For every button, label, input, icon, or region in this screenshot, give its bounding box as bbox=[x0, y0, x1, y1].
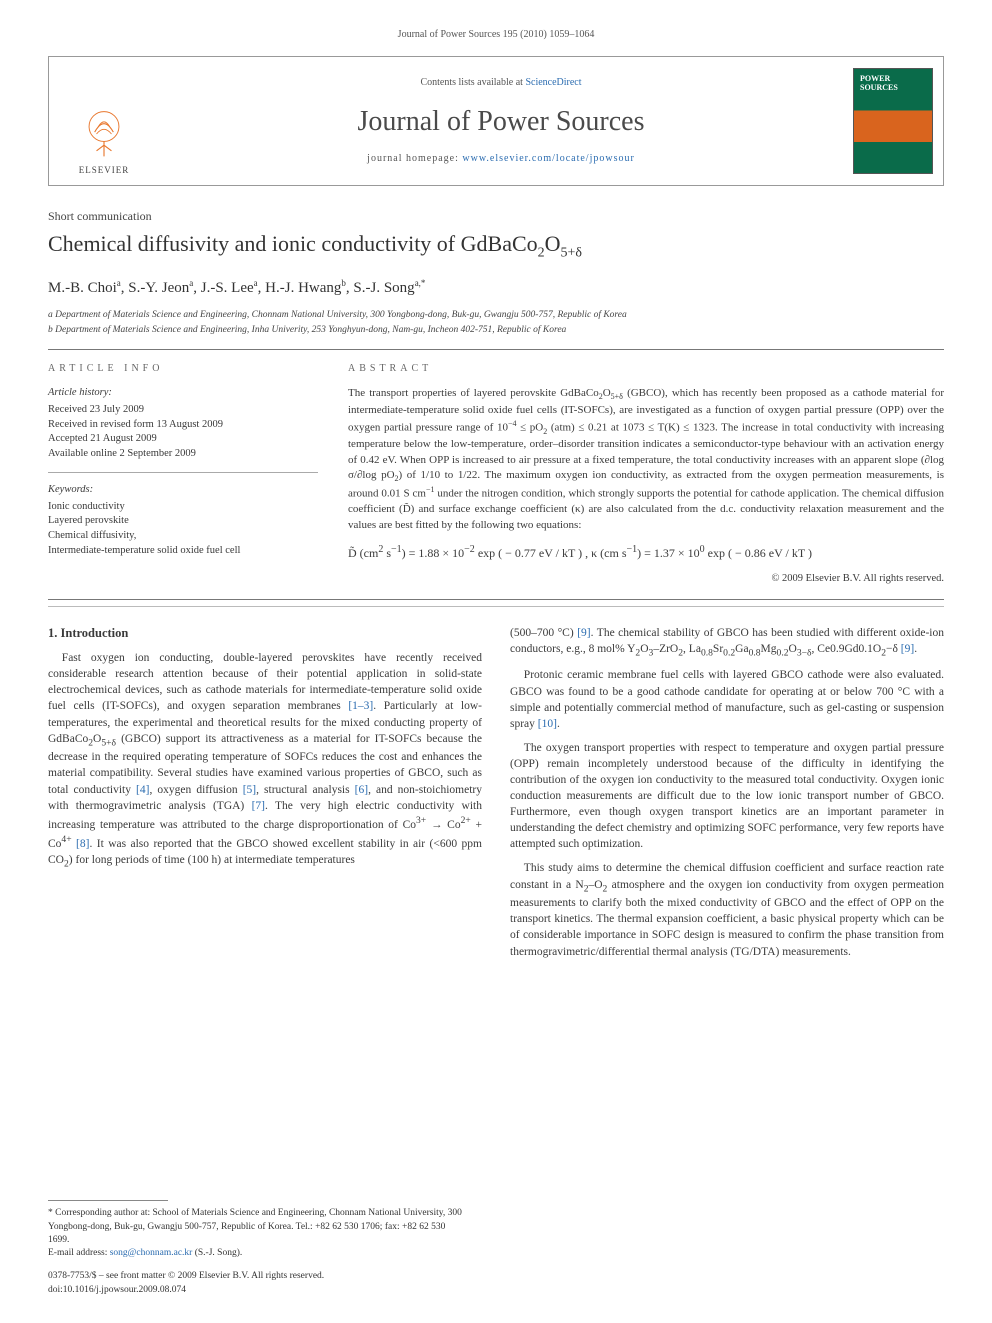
doi-line: doi:10.1016/j.jpowsour.2009.08.074 bbox=[48, 1284, 468, 1297]
article-type: Short communication bbox=[48, 208, 944, 225]
elsevier-logo: ELSEVIER bbox=[68, 97, 140, 177]
banner-center: Contents lists available at ScienceDirec… bbox=[159, 57, 843, 185]
article-title: Chemical diffusivity and ionic conductiv… bbox=[48, 229, 944, 263]
ref-link[interactable]: [7] bbox=[252, 800, 265, 812]
publisher-word: ELSEVIER bbox=[79, 164, 130, 177]
author-list: M.-B. Choia, S.-Y. Jeona, J.-S. Leea, H.… bbox=[48, 277, 944, 299]
abstract-equation: D̃ (cm2 s−1) = 1.88 × 10−2 exp ( − 0.77 … bbox=[348, 543, 944, 562]
rule-top bbox=[48, 349, 944, 350]
copyright-line: © 2009 Elsevier B.V. All rights reserved… bbox=[348, 572, 944, 587]
journal-name: Journal of Power Sources bbox=[358, 102, 645, 141]
history-line: Received in revised form 13 August 2009 bbox=[48, 418, 318, 433]
section-heading: 1. Introduction bbox=[48, 625, 482, 643]
footnote-rule bbox=[48, 1200, 168, 1201]
doi-block: 0378-7753/$ – see front matter © 2009 El… bbox=[48, 1270, 468, 1297]
running-head: Journal of Power Sources 195 (2010) 1059… bbox=[48, 28, 944, 42]
email-label: E-mail address: bbox=[48, 1248, 110, 1258]
journal-banner: ELSEVIER Contents lists available at Sci… bbox=[48, 56, 944, 186]
keywords-head: Keywords: bbox=[48, 483, 318, 498]
para: Fast oxygen ion conducting, double-layer… bbox=[48, 650, 482, 870]
article-info-col: ARTICLE INFO Article history: Received 2… bbox=[48, 362, 318, 586]
para: This study aims to determine the chemica… bbox=[510, 860, 944, 959]
info-abstract-row: ARTICLE INFO Article history: Received 2… bbox=[48, 362, 944, 586]
email-line: E-mail address: song@chonnam.ac.kr (S.-J… bbox=[48, 1247, 468, 1260]
para: (500–700 °C) [9]. The chemical stability… bbox=[510, 625, 944, 660]
abstract-label: ABSTRACT bbox=[348, 362, 944, 376]
column-left: 1. Introduction Fast oxygen ion conducti… bbox=[48, 625, 482, 968]
ref-link[interactable]: [6] bbox=[355, 784, 368, 796]
keyword: Intermediate-temperature solid oxide fue… bbox=[48, 544, 318, 559]
abstract-col: ABSTRACT The transport properties of lay… bbox=[348, 362, 944, 586]
cover-cell: POWER SOURCES bbox=[843, 57, 943, 185]
history-head: Article history: bbox=[48, 386, 318, 401]
para: Protonic ceramic membrane fuel cells wit… bbox=[510, 667, 944, 731]
history-line: Accepted 21 August 2009 bbox=[48, 432, 318, 447]
email-suffix: (S.-J. Song). bbox=[192, 1248, 242, 1258]
ref-link[interactable]: [4] bbox=[136, 784, 149, 796]
email-link[interactable]: song@chonnam.ac.kr bbox=[110, 1248, 193, 1258]
publisher-logo-cell: ELSEVIER bbox=[49, 57, 159, 185]
abstract-text: The transport properties of layered pero… bbox=[348, 386, 944, 533]
history-line: Received 23 July 2009 bbox=[48, 403, 318, 418]
homepage-link[interactable]: www.elsevier.com/locate/jpowsour bbox=[462, 153, 634, 164]
ref-link[interactable]: [9] bbox=[577, 627, 590, 639]
contents-prefix: Contents lists available at bbox=[420, 77, 525, 88]
contents-line: Contents lists available at ScienceDirec… bbox=[420, 76, 581, 90]
corresponding-author: * Corresponding author at: School of Mat… bbox=[48, 1207, 468, 1247]
body-columns: 1. Introduction Fast oxygen ion conducti… bbox=[48, 625, 944, 968]
rule-mid bbox=[48, 599, 944, 600]
ref-link[interactable]: [1–3] bbox=[348, 700, 373, 712]
affiliation-a: a Department of Materials Science and En… bbox=[48, 309, 944, 322]
elsevier-tree-icon bbox=[76, 106, 132, 162]
ref-link[interactable]: [5] bbox=[243, 784, 256, 796]
footnote-block: * Corresponding author at: School of Mat… bbox=[48, 1200, 468, 1297]
history-block: Article history: Received 23 July 2009 R… bbox=[48, 386, 318, 472]
history-line: Available online 2 September 2009 bbox=[48, 447, 318, 462]
ref-link[interactable]: [10] bbox=[538, 718, 557, 730]
keyword: Ionic conductivity bbox=[48, 500, 318, 515]
column-right: (500–700 °C) [9]. The chemical stability… bbox=[510, 625, 944, 968]
keyword: Chemical diffusivity, bbox=[48, 529, 318, 544]
journal-cover-thumb: POWER SOURCES bbox=[853, 68, 933, 174]
cover-text: POWER SOURCES bbox=[860, 75, 926, 93]
ref-link[interactable]: [8] bbox=[76, 837, 89, 849]
sciencedirect-link[interactable]: ScienceDirect bbox=[525, 77, 581, 88]
article-info-label: ARTICLE INFO bbox=[48, 362, 318, 376]
front-matter-line: 0378-7753/$ – see front matter © 2009 El… bbox=[48, 1270, 468, 1283]
homepage-line: journal homepage: www.elsevier.com/locat… bbox=[367, 152, 635, 166]
keywords-block: Keywords: Ionic conductivity Layered per… bbox=[48, 483, 318, 558]
ref-link[interactable]: [9] bbox=[901, 643, 914, 655]
keyword: Layered perovskite bbox=[48, 514, 318, 529]
rule-mid-2 bbox=[48, 606, 944, 607]
homepage-prefix: journal homepage: bbox=[367, 153, 462, 164]
affiliation-b: b Department of Materials Science and En… bbox=[48, 324, 944, 337]
para: The oxygen transport properties with res… bbox=[510, 740, 944, 853]
